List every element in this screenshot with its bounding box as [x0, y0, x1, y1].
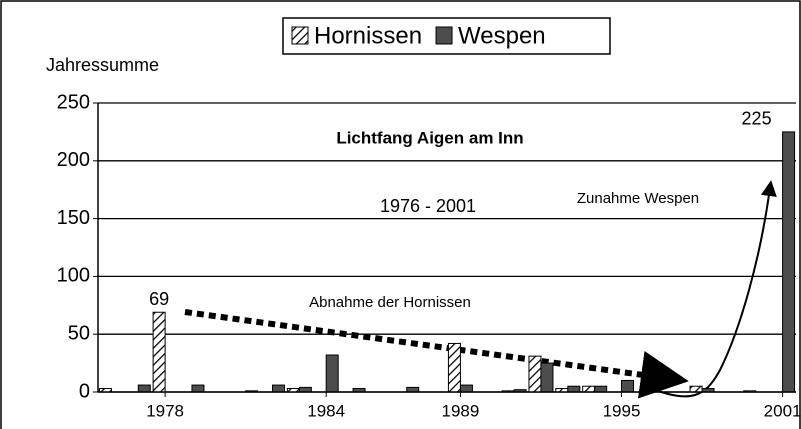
legend-swatch [435, 26, 453, 45]
bar [325, 354, 339, 393]
bar [137, 384, 151, 393]
bar [567, 385, 581, 393]
y-tick-label: 50 [68, 322, 90, 344]
y-tick-label: 200 [57, 149, 90, 171]
legend: Hornissen Wespen [282, 17, 611, 55]
bar [689, 385, 703, 393]
x-tick-label: 1989 [442, 401, 480, 420]
y-tick-label: 250 [57, 91, 90, 113]
y-axis-label: Jahressumme [46, 55, 159, 75]
data-label: 225 [742, 109, 772, 129]
x-tick-label: 1984 [307, 401, 345, 420]
bar [152, 311, 166, 393]
decrease-arrow [184, 309, 689, 399]
annotation: Zunahme Wespen [577, 190, 699, 207]
bar [191, 384, 205, 393]
y-tick-label: 150 [57, 207, 90, 229]
bar [582, 385, 596, 393]
x-tick-label: 2001 [764, 401, 801, 420]
legend-label: Hornissen [314, 22, 422, 49]
legend-swatch [291, 26, 309, 45]
bar [447, 342, 461, 393]
legend-label: Wespen [458, 22, 546, 49]
x-tick-label: 1978 [146, 401, 184, 420]
x-tick-label: 1995 [603, 401, 641, 420]
bar [540, 362, 554, 393]
y-tick-label: 0 [79, 380, 90, 402]
increase-arrow [654, 180, 777, 398]
bar [272, 384, 285, 393]
bar [621, 379, 634, 393]
bar [528, 355, 542, 393]
chart-subtitle: 1976 - 2001 [380, 196, 476, 216]
annotation: Abnahme der Hornissen [309, 294, 471, 311]
data-label: 69 [149, 289, 169, 309]
chart-title: Lichtfang Aigen am Inn [336, 128, 523, 147]
bar [594, 385, 608, 393]
bar [459, 384, 473, 393]
bar [782, 131, 796, 393]
y-tick-label: 100 [57, 265, 90, 287]
